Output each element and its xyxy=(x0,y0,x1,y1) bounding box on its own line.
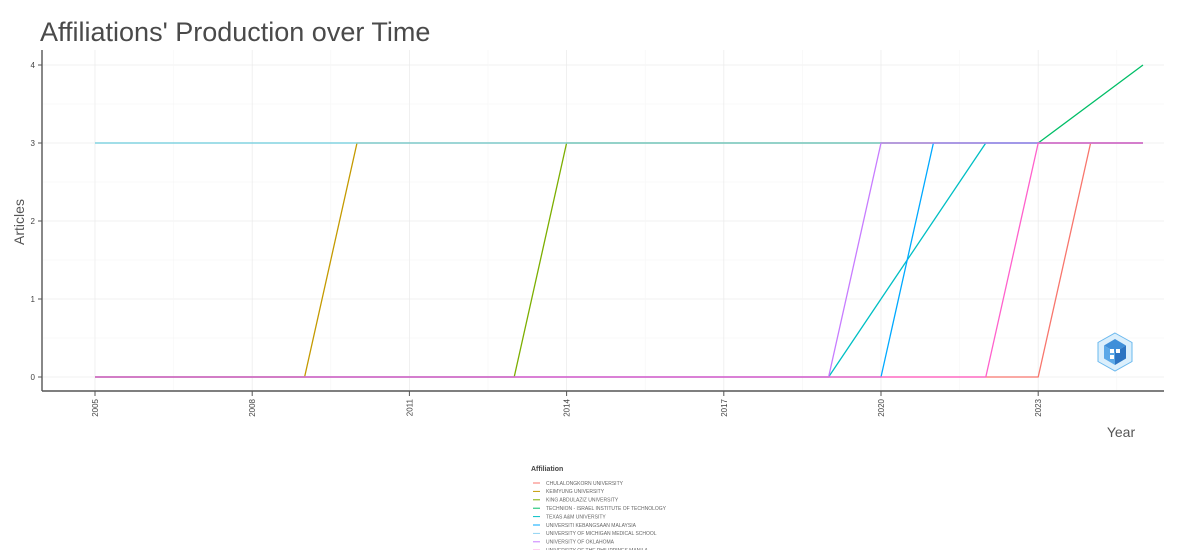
y-tick-label: 1 xyxy=(31,295,36,304)
y-tick-label: 4 xyxy=(31,61,36,70)
legend-label: CHULALONGKORN UNIVERSITY xyxy=(546,481,624,487)
x-tick-label: 2011 xyxy=(405,398,414,416)
x-tick-label: 2005 xyxy=(91,398,100,416)
y-axis-ticks: 0 1 2 3 4 xyxy=(31,61,42,382)
legend-label: KEIMYUNG UNIVERSITY xyxy=(546,489,605,495)
legend-title: Affiliation xyxy=(531,466,563,473)
x-axis-title: Year xyxy=(1107,424,1136,440)
y-tick-label: 0 xyxy=(31,373,36,382)
x-tick-label: 2023 xyxy=(1034,398,1043,416)
grid xyxy=(43,50,1164,390)
x-tick-label: 2017 xyxy=(720,398,729,416)
x-axis-ticks: 2005 2008 2011 2014 2017 2020 2023 xyxy=(91,391,1043,417)
legend: Affiliation CHULALONGKORN UNIVERSITY KEIM… xyxy=(531,466,667,550)
legend-label: UNIVERSITI KEBANGSAAN MALAYSIA xyxy=(546,523,637,529)
legend-label: KING ABDULAZIZ UNIVERSITY xyxy=(546,498,619,504)
cube-logo xyxy=(1098,333,1132,371)
x-tick-label: 2008 xyxy=(248,398,257,416)
axes xyxy=(42,50,1164,391)
legend-label: UNIVERSITY OF OKLAHOMA xyxy=(546,540,615,546)
legend-label: UNIVERSITY OF MICHIGAN MEDICAL SCHOOL xyxy=(546,531,657,537)
legend-label: TEXAS A&M UNIVERSITY xyxy=(546,514,606,520)
legend-label: TECHNION - ISRAEL INSTITUTE OF TECHNOLOG… xyxy=(546,506,667,512)
chart-title: Affiliations' Production over Time xyxy=(40,17,430,47)
x-tick-label: 2020 xyxy=(877,398,886,416)
y-axis-title: Articles xyxy=(11,199,27,245)
y-tick-label: 3 xyxy=(31,139,36,148)
x-tick-label: 2014 xyxy=(563,398,572,416)
y-tick-label: 2 xyxy=(31,217,36,226)
